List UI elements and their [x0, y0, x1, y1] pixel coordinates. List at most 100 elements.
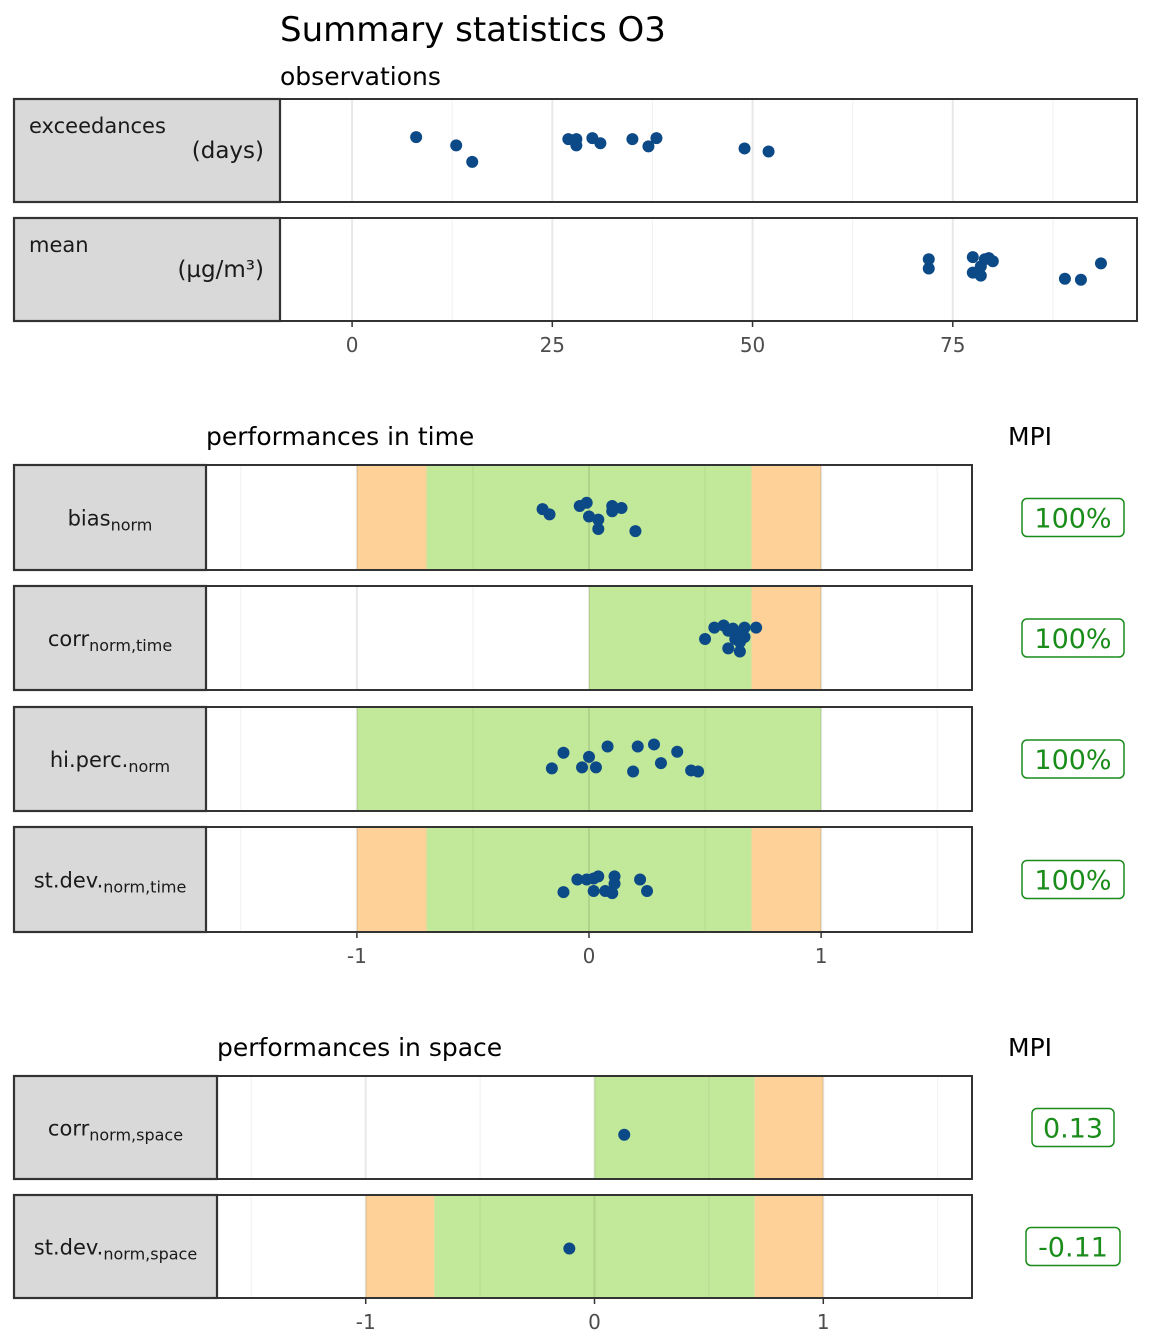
data-point [543, 508, 556, 521]
data-point [557, 746, 570, 759]
facet-strip [12, 97, 282, 204]
panel-1: biasnorm 100% [12, 463, 1125, 572]
strip-label: hi.perc. [50, 748, 128, 772]
panel-2: st.dev.norm,space -0.11 [12, 1193, 1121, 1300]
strip-label: st.dev. [34, 869, 104, 893]
figure-title: Summary statistics O3 [280, 10, 666, 50]
strip-label-group: corrnorm,time [48, 627, 172, 655]
data-point [570, 139, 583, 152]
facet-strip [12, 1193, 219, 1300]
strip-subscript: norm [128, 757, 170, 776]
x-tick-label: 0 [346, 333, 359, 357]
strip-subscript: norm,time [89, 636, 172, 655]
data-point [922, 253, 935, 266]
facet-strip [12, 216, 282, 323]
data-point [608, 870, 621, 883]
data-point [466, 155, 479, 168]
mpi-header: MPI [1008, 422, 1052, 451]
strip-subscript: norm [111, 516, 153, 535]
chart-title: performances in space [217, 1033, 502, 1062]
facet-strip [12, 584, 208, 692]
data-point [563, 1242, 576, 1255]
data-point [587, 885, 600, 898]
performance-zone [365, 1195, 435, 1298]
data-point [708, 621, 721, 634]
strip-label-group: corrnorm,space [48, 1117, 183, 1145]
mpi-value: 100% [1034, 624, 1111, 655]
data-point [592, 523, 605, 536]
chart-title: observations [280, 62, 441, 91]
data-point [1094, 257, 1107, 270]
data-point [626, 133, 639, 146]
panel-4: st.dev.norm,time 100% [12, 825, 1125, 934]
mpi-value: 100% [1034, 866, 1111, 897]
data-point [594, 137, 607, 150]
data-point [750, 621, 763, 634]
x-tick-label: 1 [817, 1310, 830, 1334]
x-tick-label: 0 [583, 944, 596, 968]
panel-2: mean (µg/m³) [12, 216, 1138, 323]
facet-strip [12, 825, 208, 934]
performance-zone [589, 586, 752, 690]
data-point [606, 505, 619, 518]
data-point [650, 132, 663, 145]
data-point [974, 269, 987, 282]
data-point [634, 873, 647, 886]
panel-1: exceedances (days) [12, 97, 1138, 204]
data-point [722, 642, 735, 655]
performance-zone [356, 827, 427, 932]
mpi-badge [1025, 1226, 1121, 1267]
data-point [654, 757, 667, 770]
strip-subscript: norm,space [89, 1126, 183, 1145]
strip-label: corr [48, 627, 90, 651]
data-point [631, 740, 644, 753]
strip-label-group: st.dev.norm,space [34, 1236, 197, 1264]
data-point [601, 740, 614, 753]
x-tick-label: 0 [588, 1310, 601, 1334]
chart-1: observations exceedances (days) mean (µg/m³)… [12, 62, 1138, 357]
data-point [592, 870, 605, 883]
mpi-value: 0.13 [1043, 1114, 1103, 1145]
mpi-badge [1031, 1107, 1115, 1148]
data-point [738, 142, 751, 155]
strip-unit: (µg/m³) [177, 257, 264, 283]
strip-label: mean [29, 233, 89, 257]
performance-zone [754, 1076, 824, 1179]
data-point [580, 496, 593, 509]
data-point [733, 645, 746, 658]
strip-label: corr [48, 1117, 90, 1141]
data-point [589, 761, 602, 774]
strip-subscript: norm,space [103, 1245, 197, 1264]
x-tick-label: 75 [940, 333, 965, 357]
performance-zone [751, 827, 822, 932]
mpi-value: -0.11 [1038, 1233, 1108, 1264]
mpi-badge [1021, 739, 1125, 779]
data-point [629, 525, 642, 538]
facet-strip [12, 1074, 219, 1181]
data-point [571, 873, 584, 886]
x-tick-label: -1 [347, 944, 367, 968]
performance-zone [356, 465, 427, 570]
strip-label-group: st.dev.norm,time [34, 869, 187, 897]
x-tick-label: 1 [815, 944, 828, 968]
data-point [410, 131, 423, 144]
data-point [922, 262, 935, 275]
data-point [627, 765, 640, 778]
panel-background [280, 218, 1137, 321]
strip-label-group: hi.perc.norm [50, 748, 170, 776]
strip-label: st.dev. [34, 1236, 104, 1260]
strip-subscript: norm,time [103, 878, 186, 897]
mpi-badge [1021, 497, 1125, 538]
data-point [699, 633, 712, 646]
data-point [618, 1128, 631, 1141]
data-point [647, 738, 660, 751]
panel-2: corrnorm,time 100% [12, 584, 1125, 692]
performance-zone [751, 465, 822, 570]
chart-area: observations exceedances (days) mean (µg/m³)… [12, 62, 1138, 1334]
data-point [641, 885, 654, 898]
data-point [738, 630, 751, 643]
data-point [545, 762, 558, 775]
performance-zone [594, 1076, 755, 1179]
data-point [1074, 273, 1087, 286]
